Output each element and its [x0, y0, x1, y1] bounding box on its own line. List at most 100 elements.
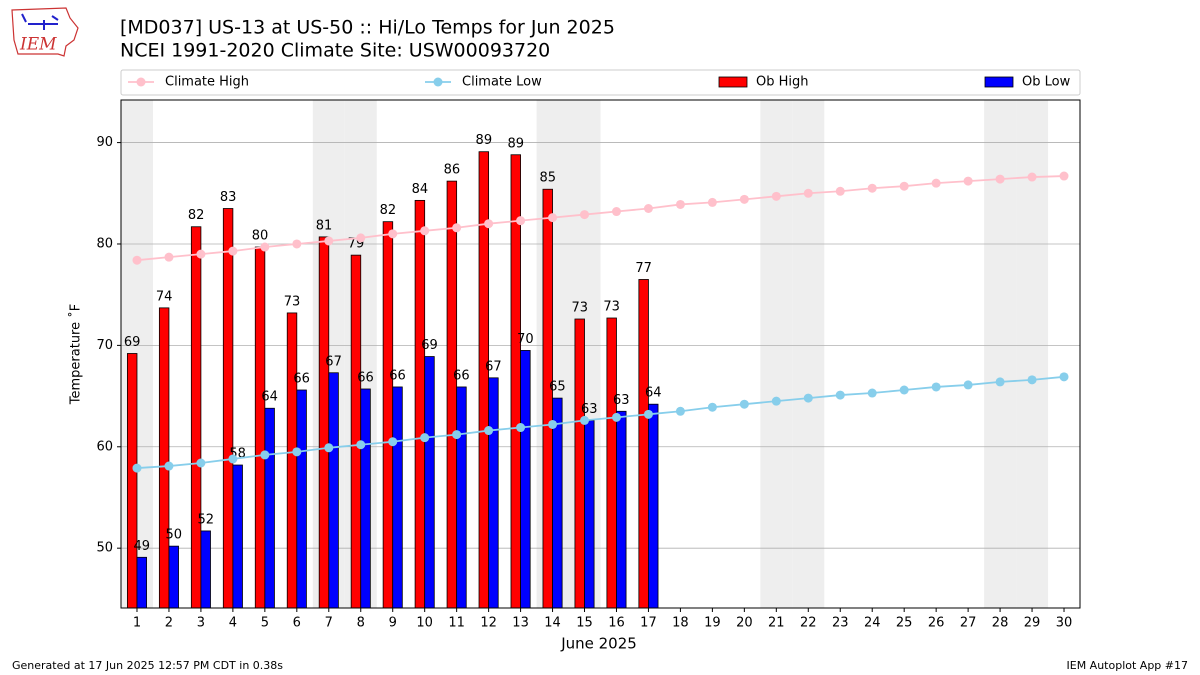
- marker: [995, 174, 1005, 184]
- weekend-shade: [792, 100, 825, 608]
- chart-subtitle: NCEI 1991-2020 Climate Site: USW00093720: [120, 40, 550, 62]
- value-label: 66: [293, 371, 310, 386]
- x-tick-label: 8: [357, 616, 365, 631]
- weekend-shade: [984, 100, 1017, 608]
- value-label: 66: [389, 368, 406, 383]
- value-label: 67: [325, 354, 342, 369]
- legend-swatch: [984, 76, 1014, 88]
- x-tick-label: 29: [1024, 616, 1041, 631]
- marker: [867, 183, 877, 193]
- logo-outline: [11, 7, 79, 57]
- marker: [548, 213, 558, 223]
- bar: [296, 389, 307, 609]
- marker: [484, 219, 494, 229]
- marker: [707, 402, 717, 412]
- y-tick-label: 70: [96, 338, 113, 353]
- marker: [580, 415, 590, 425]
- marker: [1027, 172, 1037, 182]
- value-label: 64: [261, 390, 278, 405]
- bar: [168, 545, 179, 609]
- marker: [835, 390, 845, 400]
- marker: [516, 423, 526, 433]
- marker: [292, 239, 302, 249]
- y-tick-label: 90: [96, 135, 113, 150]
- value-label: 70: [517, 332, 534, 347]
- marker: [484, 426, 494, 436]
- value-label: 73: [603, 300, 620, 315]
- value-label: 83: [220, 190, 237, 205]
- y-axis-label: Temperature ˚F: [68, 304, 84, 405]
- bar: [488, 377, 499, 609]
- value-label: 63: [613, 393, 630, 408]
- bar: [136, 556, 147, 609]
- legend-swatch: [718, 76, 748, 88]
- x-tick-label: 15: [576, 616, 593, 631]
- bar: [232, 464, 243, 609]
- bar: [424, 356, 435, 609]
- marker: [771, 396, 781, 406]
- x-axis-label: June 2025: [560, 635, 637, 653]
- x-tick-label: 7: [325, 616, 333, 631]
- bar: [584, 420, 595, 609]
- marker: [420, 433, 430, 443]
- value-label: 69: [421, 338, 438, 353]
- value-label: 66: [453, 368, 470, 383]
- x-tick-label: 18: [672, 616, 689, 631]
- marker: [643, 203, 653, 213]
- value-label: 82: [188, 208, 205, 223]
- weekend-shade: [1016, 100, 1049, 608]
- value-label: 73: [571, 301, 588, 316]
- x-tick-label: 9: [389, 616, 397, 631]
- line: [136, 375, 1065, 469]
- bar: [542, 188, 553, 609]
- marker: [995, 377, 1005, 387]
- x-tick-label: 17: [640, 616, 657, 631]
- bar: [286, 312, 298, 609]
- x-tick-label: 11: [448, 616, 465, 631]
- x-tick-label: 19: [704, 616, 721, 631]
- marker: [1027, 375, 1037, 385]
- x-tick-label: 30: [1056, 616, 1073, 631]
- marker: [260, 450, 270, 460]
- bar: [446, 180, 458, 609]
- x-tick-label: 26: [928, 616, 945, 631]
- y-tick-label: 60: [96, 439, 113, 454]
- x-tick-label: 16: [608, 616, 625, 631]
- x-tick-label: 12: [480, 616, 497, 631]
- marker: [803, 393, 813, 403]
- marker: [803, 188, 813, 198]
- marker: [707, 197, 717, 207]
- footer-right: IEM Autoplot App #17: [1067, 659, 1189, 672]
- marker: [675, 199, 685, 209]
- marker: [132, 463, 142, 473]
- marker: [1059, 372, 1069, 382]
- value-label: 74: [156, 289, 173, 304]
- x-tick-label: 6: [293, 616, 301, 631]
- marker: [611, 207, 621, 217]
- x-tick-label: 2: [165, 616, 173, 631]
- x-tick-label: 14: [544, 616, 561, 631]
- x-tick-label: 24: [864, 616, 881, 631]
- bar: [414, 199, 426, 609]
- bar: [638, 279, 649, 609]
- marker: [388, 229, 398, 239]
- marker: [388, 437, 398, 447]
- x-tick-label: 4: [229, 616, 237, 631]
- bar: [606, 317, 617, 609]
- marker: [196, 249, 206, 259]
- marker: [356, 233, 366, 243]
- value-label: 81: [316, 218, 333, 233]
- bar: [360, 388, 371, 609]
- logo-icons: [21, 13, 59, 30]
- marker: [675, 406, 685, 416]
- marker: [516, 216, 526, 226]
- x-tick-label: 3: [197, 616, 205, 631]
- bar: [222, 208, 234, 609]
- marker: [228, 246, 238, 256]
- bar: [552, 397, 563, 609]
- x-tick-label: 27: [960, 616, 977, 631]
- bar: [574, 318, 585, 609]
- x-tick-label: 20: [736, 616, 753, 631]
- value-label: 80: [252, 229, 269, 244]
- marker: [260, 242, 270, 252]
